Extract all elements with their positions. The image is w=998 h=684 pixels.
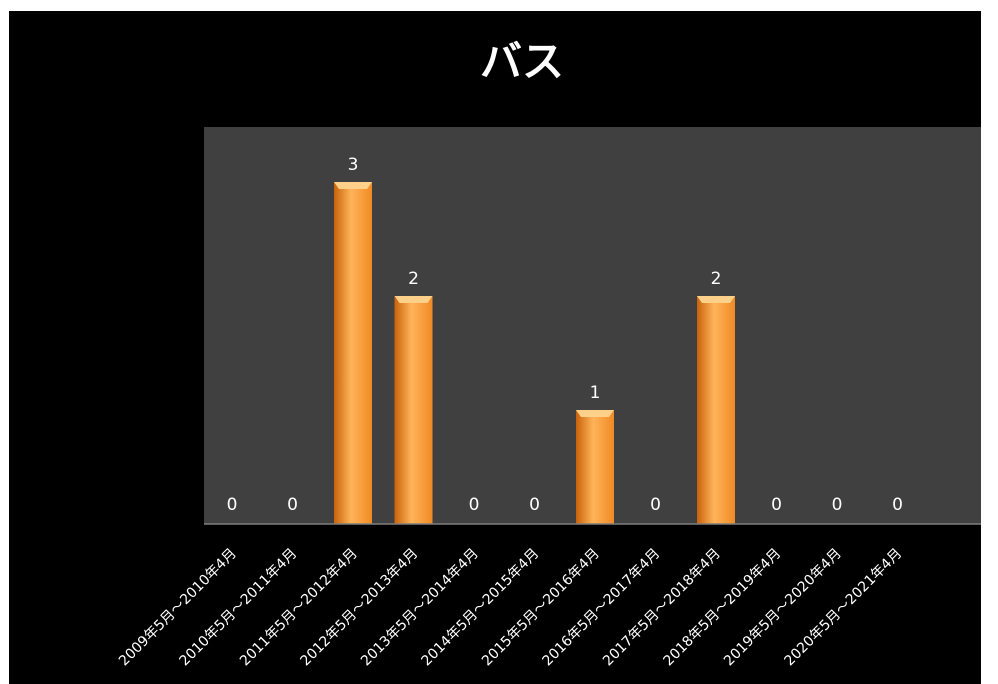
bar-top-bevel [334, 182, 372, 189]
data-label: 0 [529, 495, 540, 515]
data-label: 2 [711, 269, 722, 289]
bar [576, 410, 614, 524]
data-label: 0 [892, 495, 903, 515]
x-tick-label: 2010年5月～2011年4月 [177, 546, 301, 670]
data-label: 2 [408, 269, 419, 289]
chart-title: バス [480, 37, 564, 86]
x-tick-label: 2014年5月～2015年4月 [419, 546, 543, 670]
data-label: 0 [227, 495, 238, 515]
bar-chart: バス 0 0 3 2 0 0 1 0 2 0 0 0 2009年5月～2010年4月2010年5月～2… [116, 37, 981, 670]
x-tick-label: 2018年5月～2019年4月 [661, 546, 785, 670]
bar [394, 296, 433, 524]
bar-top-bevel [576, 410, 614, 417]
data-label: 0 [469, 495, 480, 515]
x-tick-label: 2015年5月～2016年4月 [479, 546, 603, 670]
x-tick-label: 2017年5月～2018年4月 [600, 546, 724, 670]
data-label: 0 [771, 495, 782, 515]
data-label: 1 [590, 383, 601, 403]
bar-top-bevel [697, 296, 735, 303]
bar [697, 296, 735, 524]
x-tick-label: 2009年5月～2010年4月 [116, 546, 240, 670]
data-label: 0 [650, 495, 661, 515]
data-label: 0 [287, 495, 298, 515]
x-tick-label: 2020年5月～2021年4月 [782, 546, 906, 670]
data-label: 3 [348, 155, 359, 175]
x-tick-label: 2016年5月～2017年4月 [540, 546, 664, 670]
x-tick-label: 2019年5月～2020年4月 [721, 546, 845, 670]
x-tick-label: 2011年5月～2012年4月 [237, 546, 361, 670]
chart-frame: バス 0 0 3 2 0 0 1 0 2 0 0 0 2009年5月～2010年4月 2010年5月～2… [9, 11, 981, 684]
data-label: 0 [832, 495, 843, 515]
x-tick-label: 2013年5月～2014年4月 [358, 546, 482, 670]
x-tick-label: 2012年5月～2013年4月 [298, 546, 422, 670]
bar-top-bevel [394, 296, 433, 303]
bar [334, 182, 372, 524]
